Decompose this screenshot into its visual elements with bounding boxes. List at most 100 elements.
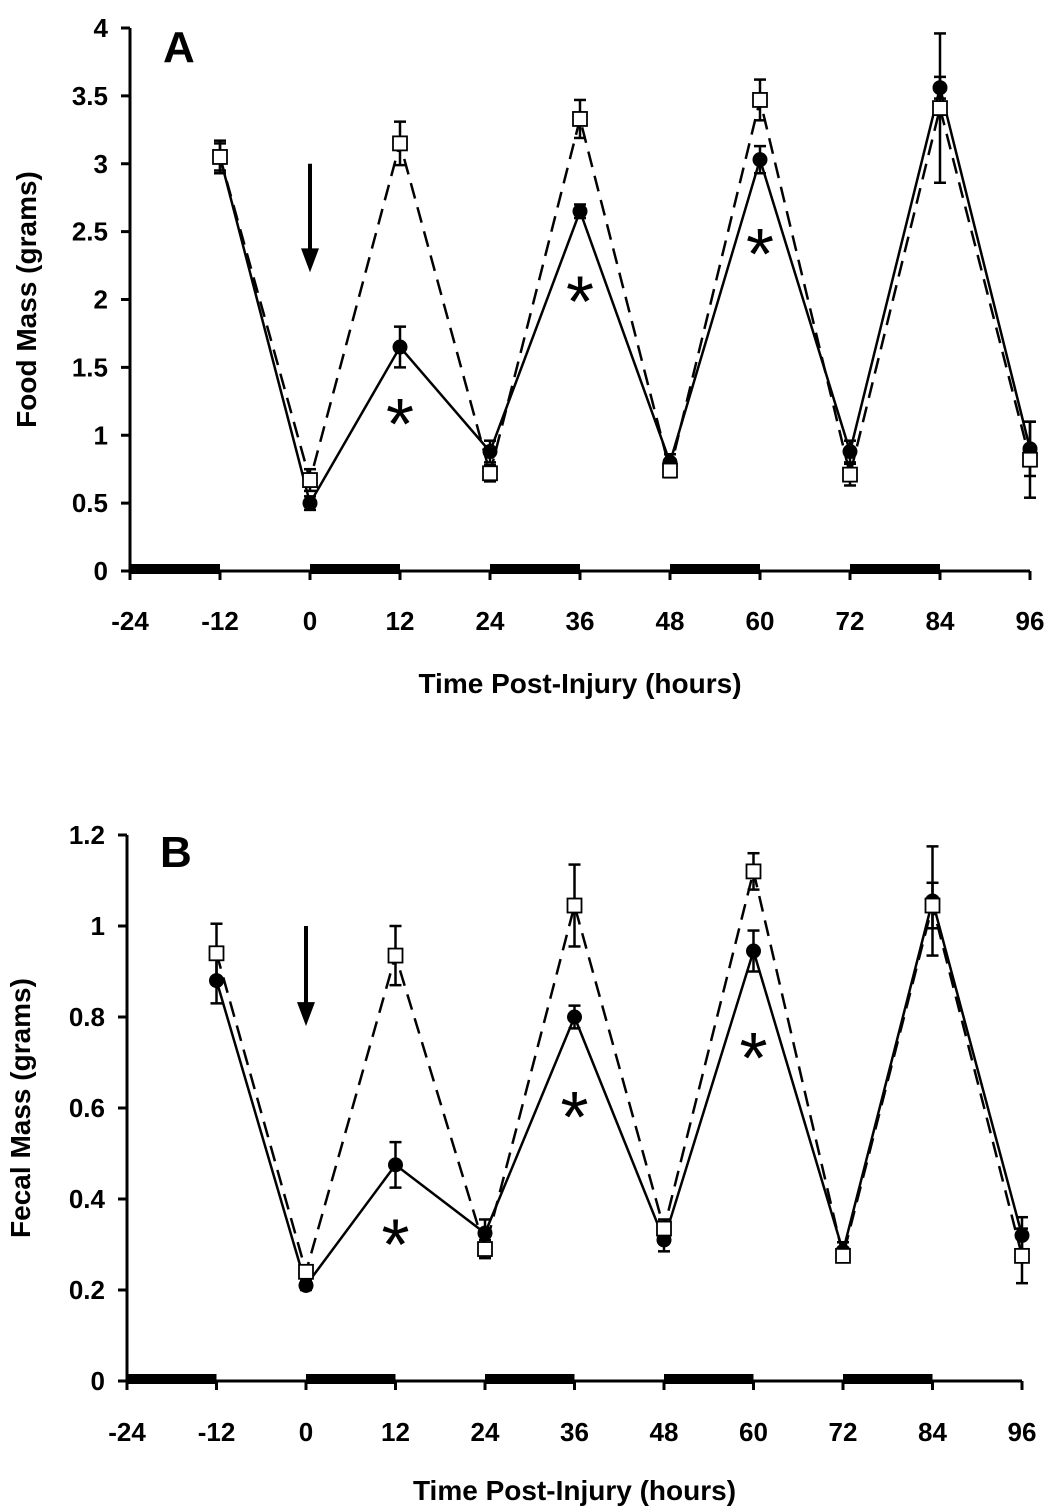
panel-label: A [163, 23, 195, 72]
x-tick-label: 12 [381, 1417, 410, 1447]
y-axis-title: Fecal Mass (grams) [5, 978, 36, 1238]
filled-circle-marker [932, 80, 948, 96]
dashed-series-line [215, 871, 1024, 1277]
dark-period-bar [670, 564, 760, 574]
x-tick-label: 36 [560, 1417, 589, 1447]
open-square-marker [212, 149, 228, 165]
dark-period-bar [485, 1374, 575, 1384]
x-tick-label: 60 [746, 606, 775, 636]
panel-label: B [160, 828, 192, 877]
filled-circle-marker [842, 444, 858, 460]
filled-circle-marker [298, 1277, 314, 1293]
dark-period-bar [490, 564, 580, 574]
filled-circle-marker [482, 444, 498, 460]
open-square-marker [298, 1263, 314, 1280]
y-tick-label: 1 [94, 420, 108, 450]
y-tick-label: 4 [94, 13, 109, 43]
open-square-marker [572, 111, 588, 127]
y-tick-label: 2 [94, 285, 108, 315]
x-tick-label: 0 [303, 606, 317, 636]
open-square-marker [482, 465, 498, 482]
open-square-marker [842, 466, 858, 483]
open-square-marker [656, 1220, 672, 1237]
y-tick-label: 0 [94, 556, 108, 586]
y-tick-label: 3.5 [72, 81, 108, 111]
filled-circle-marker [572, 203, 588, 219]
solid-series-line [215, 896, 1024, 1289]
open-square-marker [1022, 451, 1038, 468]
filled-circle-marker [752, 152, 768, 168]
dark-period-bar [664, 1374, 754, 1384]
dark-period-bar [127, 1374, 217, 1384]
y-tick-label: 0.2 [69, 1275, 105, 1305]
significance-asterisk: * [746, 215, 774, 295]
y-tick-label: 0.4 [69, 1184, 106, 1214]
filled-circle-marker [1014, 1227, 1030, 1243]
injury-arrow-head [301, 248, 319, 273]
x-tick-label: 36 [566, 606, 595, 636]
y-tick-label: 1.2 [69, 820, 105, 850]
x-tick-label: 96 [1016, 606, 1045, 636]
solid-series-line [218, 87, 1032, 507]
x-tick-label: 12 [386, 606, 415, 636]
x-tick-label: 24 [471, 1417, 500, 1447]
injury-arrow-head [297, 1002, 315, 1027]
y-tick-label: 1.5 [72, 352, 108, 382]
y-tick-label: 2.5 [72, 217, 108, 247]
x-tick-label: 60 [739, 1417, 768, 1447]
significance-asterisk: * [381, 1205, 409, 1285]
significance-asterisk: * [739, 1019, 767, 1099]
panel-a: 0 0.5 1 1.5 2 2.5 3 3.5 4 -24 -12 0 12 24 36 48 60 72 84 96… [11, 13, 1044, 699]
x-tick-label: 72 [836, 606, 865, 636]
x-tick-label: 84 [926, 606, 955, 636]
x-axis-title: Time Post-Injury (hours) [413, 1475, 736, 1506]
open-square-marker [387, 947, 404, 964]
panel-b: 0 0.2 0.4 0.6 0.8 1 1.2 -24 -12 0 12 24 36 48 60 72 84 96… [5, 820, 1036, 1506]
x-axis-title: Time Post-Injury (hours) [418, 668, 741, 699]
dark-period-bar [850, 564, 940, 574]
open-square-marker [477, 1241, 493, 1257]
open-square-marker [302, 472, 318, 488]
dark-period-bar [843, 1374, 933, 1384]
y-tick-label: 1 [91, 911, 105, 941]
open-square-marker [924, 897, 941, 914]
dark-period-bar [310, 564, 400, 574]
significance-asterisk: * [566, 263, 594, 343]
filled-circle-marker [209, 973, 224, 989]
open-square-marker [1014, 1247, 1030, 1264]
x-tick-label: 0 [299, 1417, 313, 1447]
x-tick-label: 48 [650, 1417, 679, 1447]
open-square-marker [662, 462, 678, 479]
open-square-marker [392, 135, 408, 152]
y-tick-label: 0.5 [72, 488, 108, 518]
x-tick-label: -12 [201, 606, 239, 636]
dashed-series-line [218, 99, 1032, 485]
x-tick-label: -12 [198, 1417, 236, 1447]
open-square-marker [745, 863, 762, 880]
dark-period-bar [130, 564, 220, 574]
open-square-marker [208, 945, 225, 962]
y-tick-label: 3 [94, 149, 108, 179]
x-tick-label: 84 [918, 1417, 947, 1447]
open-square-marker [932, 100, 948, 116]
x-tick-label: -24 [111, 606, 149, 636]
filled-circle-marker [746, 943, 761, 959]
y-tick-label: 0.6 [69, 1093, 105, 1123]
significance-asterisk: * [386, 385, 414, 465]
open-square-marker [835, 1247, 851, 1264]
x-tick-label: -24 [108, 1417, 146, 1447]
filled-circle-marker [388, 1157, 403, 1173]
y-tick-label: 0.8 [69, 1002, 105, 1032]
x-tick-label: 24 [476, 606, 505, 636]
open-square-marker [566, 897, 583, 914]
open-square-marker [752, 92, 768, 108]
x-tick-label: 96 [1008, 1417, 1037, 1447]
significance-asterisk: * [560, 1078, 588, 1158]
filled-circle-marker [567, 1009, 582, 1025]
dark-period-bar [306, 1374, 396, 1384]
y-axis-title: Food Mass (grams) [11, 171, 42, 428]
filled-circle-marker [392, 339, 408, 355]
x-tick-label: 48 [656, 606, 685, 636]
filled-circle-marker [302, 495, 318, 511]
